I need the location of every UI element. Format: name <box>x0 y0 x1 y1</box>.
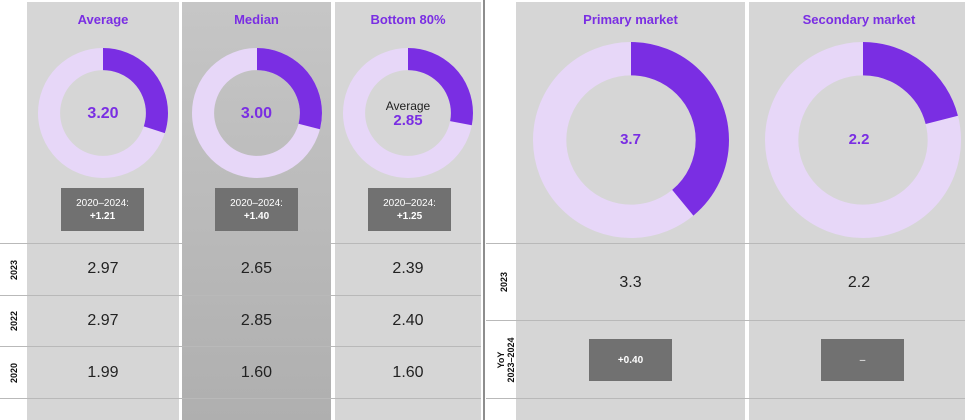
growth-badge: 2020–2024: +1.25 <box>368 188 451 231</box>
donut-center-value: 3.7 <box>620 131 641 148</box>
donut-center-value: 2.2 <box>848 131 870 148</box>
row-label-2020: 2020 <box>9 362 19 384</box>
column-title: Median <box>234 12 279 27</box>
yoy-badge: – <box>821 339 904 381</box>
badge-period: 2020–2024: <box>230 198 283 209</box>
yoy-badge: +0.40 <box>589 339 672 381</box>
row-label-2022: 2022 <box>9 310 19 332</box>
cell-average-2020: 1.99 <box>87 364 119 381</box>
row-divider <box>0 346 481 347</box>
donut-center-value: 3.00 <box>240 105 273 122</box>
yoy-value: +0.40 <box>617 355 644 366</box>
panel-divider <box>483 0 485 420</box>
cell-average-2023: 2.97 <box>87 260 119 277</box>
cell-average-2022: 2.97 <box>87 312 119 329</box>
badge-period: 2020–2024: <box>76 198 129 209</box>
column-title: Average <box>77 12 129 27</box>
growth-badge: 2020–2024: +1.40 <box>215 188 298 231</box>
badge-value: +1.21 <box>89 211 116 222</box>
yoy-value: – <box>859 355 866 366</box>
column-average: Average 3.20 2020–2024: +1.21 <box>27 2 179 420</box>
row-divider <box>486 320 965 321</box>
badge-value: +1.40 <box>243 211 270 222</box>
donut-segment <box>343 48 473 178</box>
donut-chart-secondary <box>765 42 961 238</box>
row-label-yoy: YoY 2023–2024 <box>496 320 516 400</box>
row-divider <box>486 243 965 244</box>
cell-median-2020: 1.60 <box>240 364 273 381</box>
donut-segment <box>765 42 961 238</box>
column-bottom-80: Bottom 80% Average 2.85 2020–2024: +1.25 <box>335 2 481 420</box>
donut-segment <box>533 42 729 238</box>
cell-median-2023: 2.65 <box>240 260 273 277</box>
donut-segment <box>192 48 322 178</box>
badge-period: 2020–2024: <box>383 198 436 209</box>
growth-badge: 2020–2024: +1.21 <box>61 188 144 231</box>
cell-primary-2023: 3.3 <box>619 274 642 291</box>
donut-center-label: Average <box>385 99 431 113</box>
row-label-2023: 2023 <box>9 259 19 281</box>
donut-chart-bottom-80 <box>343 48 473 178</box>
row-divider <box>0 295 481 296</box>
cell-bottom80-2022: 2.40 <box>392 312 424 329</box>
donut-chart-average <box>38 48 168 178</box>
column-title: Primary market <box>583 12 678 27</box>
donut-chart-median <box>192 48 322 178</box>
row-divider <box>0 243 481 244</box>
donut-segment <box>38 48 168 178</box>
donut-center-value: 3.20 <box>87 105 119 122</box>
row-divider <box>0 398 481 399</box>
row-divider <box>486 398 965 399</box>
column-median: Median 3.00 2020–2024: +1.40 <box>182 2 331 420</box>
column-primary-market: Primary market 3.7 3.3 +0.40 <box>516 2 745 420</box>
cell-median-2022: 2.85 <box>240 312 273 329</box>
cell-bottom80-2023: 2.39 <box>392 260 424 277</box>
badge-value: +1.25 <box>396 211 423 222</box>
donut-chart-primary <box>533 42 729 238</box>
column-title: Bottom 80% <box>370 12 446 27</box>
row-label-yoy-text: YoY 2023–2024 <box>496 337 516 383</box>
column-secondary-market: Secondary market 2.2 2.2 – <box>749 2 965 420</box>
row-label-2023-right: 2023 <box>499 271 509 293</box>
cell-bottom80-2020: 1.60 <box>392 364 424 381</box>
cell-secondary-2023: 2.2 <box>847 274 871 291</box>
column-title: Secondary market <box>802 12 916 27</box>
donut-center-value: 2.85 <box>393 112 423 129</box>
